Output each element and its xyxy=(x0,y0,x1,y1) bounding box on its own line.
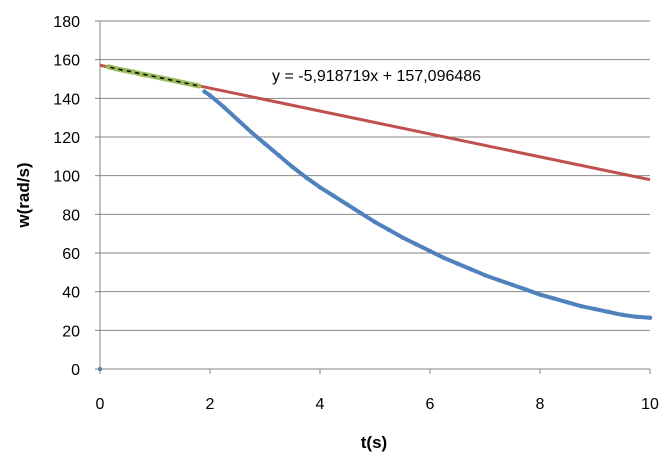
y-tick-label: 140 xyxy=(53,91,80,108)
data-point xyxy=(524,287,529,292)
data-point xyxy=(188,82,193,87)
data-point xyxy=(620,312,625,318)
series-layer xyxy=(97,63,653,372)
data-point xyxy=(196,83,202,89)
series-measured xyxy=(97,89,653,372)
data-point xyxy=(180,80,185,85)
axes xyxy=(95,20,651,374)
x-tick-label: 10 xyxy=(641,396,659,413)
y-tick-label: 100 xyxy=(53,169,80,186)
data-point xyxy=(400,235,405,240)
data-point xyxy=(441,255,446,261)
x-tick-label: 2 xyxy=(206,396,215,413)
x-axis-title: t(s) xyxy=(361,433,387,452)
y-tick-label: 80 xyxy=(62,207,80,224)
data-point xyxy=(359,211,364,216)
data-point xyxy=(235,117,240,122)
data-point xyxy=(482,273,488,278)
data-point xyxy=(592,306,598,312)
data-point xyxy=(455,261,460,266)
data-point xyxy=(579,303,584,309)
data-point xyxy=(304,175,309,180)
series-fit xyxy=(105,64,202,89)
data-point xyxy=(155,75,160,80)
x-tick-label: 8 xyxy=(536,396,545,413)
data-point xyxy=(163,76,169,82)
data-point xyxy=(172,78,177,83)
data-point xyxy=(551,296,556,301)
y-tick-label: 40 xyxy=(62,285,80,302)
data-point xyxy=(207,93,213,98)
data-point xyxy=(386,227,391,232)
y-tick-label: 20 xyxy=(62,323,80,340)
data-point xyxy=(510,282,515,288)
data-point xyxy=(565,300,570,305)
data-point xyxy=(427,248,433,254)
data-point xyxy=(139,71,144,77)
data-point xyxy=(414,242,419,247)
y-tick-label: 160 xyxy=(53,53,80,70)
x-tick-label: 4 xyxy=(316,396,325,413)
data-point xyxy=(290,164,295,170)
trendline-equation: y = -5,918719x + 157,096486 xyxy=(272,68,481,85)
data-point xyxy=(122,68,127,73)
data-point xyxy=(147,73,152,78)
data-point xyxy=(221,104,226,110)
series-measured-line xyxy=(202,89,652,320)
data-point xyxy=(606,309,611,315)
data-point xyxy=(317,185,323,190)
data-point xyxy=(114,66,119,71)
data-point xyxy=(496,277,501,283)
data-point xyxy=(537,292,543,297)
tick-labels: 0 20 40 60 80 100 120 140 160 180 0 2 4 6 8 10 xyxy=(53,14,659,413)
y-tick-label: 120 xyxy=(53,130,80,147)
x-tick-label: 0 xyxy=(96,396,105,413)
data-point xyxy=(106,64,111,70)
data-point xyxy=(262,141,268,146)
grid-lines xyxy=(100,20,650,331)
y-tick-label: 180 xyxy=(53,14,80,31)
y-axis-title: w(rad/s) xyxy=(14,162,33,228)
y-tick-label: 60 xyxy=(62,246,80,263)
data-point xyxy=(345,202,350,207)
x-tick-label: 6 xyxy=(426,396,435,413)
data-point xyxy=(249,129,254,135)
data-point xyxy=(276,153,281,158)
data-point xyxy=(372,219,378,225)
series-fit-line xyxy=(108,66,200,87)
data-point xyxy=(130,69,136,75)
y-tick-label: 0 xyxy=(71,362,80,379)
data-point xyxy=(647,315,653,320)
data-point xyxy=(202,89,207,94)
data-point xyxy=(97,366,103,372)
data-point xyxy=(634,314,639,319)
data-point xyxy=(469,267,474,272)
data-point xyxy=(331,193,336,199)
